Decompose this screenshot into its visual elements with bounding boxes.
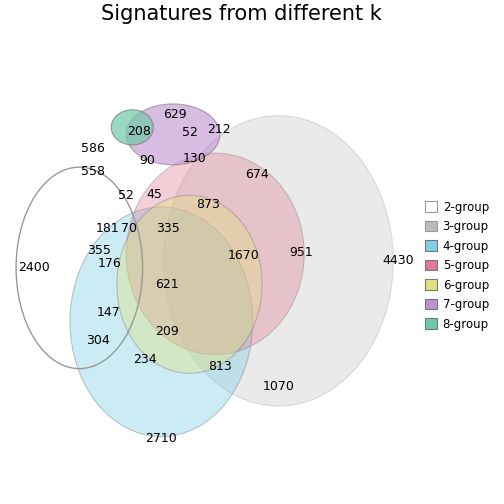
- Ellipse shape: [117, 195, 262, 373]
- Text: 304: 304: [86, 334, 110, 347]
- Text: 586: 586: [81, 142, 104, 155]
- Text: 208: 208: [127, 124, 151, 138]
- Text: 2710: 2710: [146, 432, 177, 446]
- Ellipse shape: [126, 104, 220, 165]
- Text: 45: 45: [146, 188, 162, 201]
- Text: 355: 355: [87, 244, 111, 257]
- Text: 130: 130: [182, 152, 206, 165]
- Text: 176: 176: [98, 257, 121, 270]
- Text: 813: 813: [208, 360, 232, 373]
- Ellipse shape: [111, 110, 153, 145]
- Text: 674: 674: [245, 168, 269, 181]
- Text: 1670: 1670: [227, 249, 259, 262]
- Text: 212: 212: [207, 123, 230, 136]
- Text: 558: 558: [81, 165, 105, 178]
- Legend: 2-group, 3-group, 4-group, 5-group, 6-group, 7-group, 8-group: 2-group, 3-group, 4-group, 5-group, 6-gr…: [425, 201, 489, 331]
- Ellipse shape: [164, 115, 393, 406]
- Text: 951: 951: [289, 246, 313, 259]
- Text: 2400: 2400: [18, 262, 50, 274]
- Ellipse shape: [70, 207, 253, 436]
- Text: 335: 335: [156, 222, 180, 234]
- Text: 181: 181: [96, 222, 119, 234]
- Text: 873: 873: [196, 198, 220, 211]
- Title: Signatures from different k: Signatures from different k: [101, 4, 382, 24]
- Text: 70: 70: [121, 222, 138, 234]
- Text: 52: 52: [118, 189, 134, 202]
- Text: 1070: 1070: [263, 380, 294, 393]
- Text: 629: 629: [163, 108, 186, 121]
- Text: 4430: 4430: [382, 255, 414, 267]
- Text: 147: 147: [97, 306, 121, 319]
- Text: 234: 234: [133, 353, 157, 366]
- Text: 621: 621: [156, 278, 179, 291]
- Text: 209: 209: [156, 325, 179, 338]
- Text: 52: 52: [182, 125, 198, 139]
- Text: 90: 90: [139, 154, 155, 167]
- Ellipse shape: [126, 153, 304, 355]
